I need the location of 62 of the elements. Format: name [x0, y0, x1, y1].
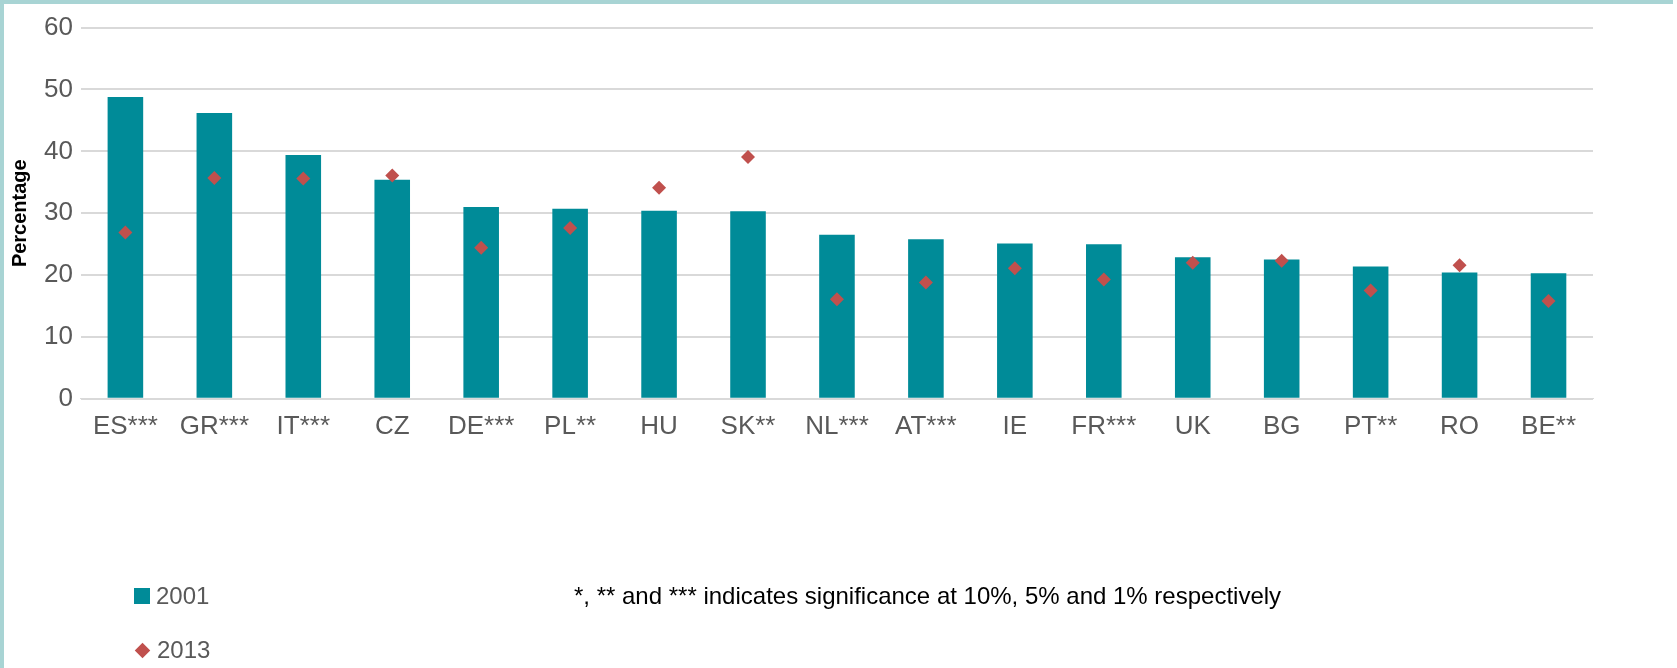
- x-tick-label: HU: [640, 409, 678, 440]
- bar: [1352, 266, 1389, 398]
- bar: [730, 211, 766, 398]
- point: [829, 292, 844, 307]
- y-tick-label: 60: [44, 10, 73, 41]
- x-tick-label: NL***: [805, 409, 869, 440]
- point: [1363, 283, 1378, 298]
- bar: [463, 207, 499, 398]
- x-tick-label: IT***: [276, 409, 331, 440]
- x-tick-label: PL**: [544, 409, 597, 440]
- y-tick-label: 0: [58, 381, 73, 412]
- x-tick-label: PT**: [1343, 409, 1398, 440]
- legend-label: 2001: [156, 582, 210, 610]
- legend-label: 2013: [157, 636, 211, 664]
- bar: [1530, 273, 1567, 398]
- point: [1096, 272, 1111, 287]
- bar: [374, 179, 411, 398]
- x-tick-label: BE**: [1521, 409, 1576, 440]
- bar: [908, 239, 944, 398]
- y-tick-label: 40: [44, 134, 73, 165]
- point: [385, 168, 400, 183]
- point: [296, 171, 311, 186]
- point: [1007, 261, 1022, 276]
- point: [207, 170, 222, 185]
- point: [118, 225, 133, 240]
- point: [1185, 255, 1200, 270]
- bar: [552, 208, 588, 398]
- point: [563, 221, 578, 236]
- x-tick-label: GR***: [179, 409, 250, 440]
- point: [1541, 294, 1556, 309]
- y-tick-label: 50: [44, 72, 73, 103]
- point: [741, 149, 756, 164]
- bar: [1441, 272, 1478, 398]
- bar: [997, 243, 1033, 398]
- point: [1452, 258, 1467, 273]
- bar: [1174, 257, 1211, 398]
- y-tick-label: 20: [44, 258, 73, 289]
- bar: [819, 234, 855, 398]
- bar: [1086, 244, 1122, 398]
- x-tick-label: DE***: [447, 409, 515, 440]
- point: [652, 180, 667, 195]
- x-tick-label: ES***: [92, 409, 158, 440]
- bar: [1263, 259, 1300, 398]
- bar: [107, 96, 144, 398]
- x-tick-label: AT***: [895, 409, 957, 440]
- y-tick-label: 30: [44, 196, 73, 227]
- x-tick-label: CZ: [374, 409, 410, 440]
- x-tick-label: UK: [1174, 409, 1212, 440]
- bar: [641, 210, 677, 398]
- x-tick-label: IE: [1002, 409, 1028, 440]
- point: [474, 240, 489, 255]
- x-tick-label: FR***: [1071, 409, 1137, 440]
- x-tick-label: BG: [1262, 409, 1301, 440]
- y-axis-title: Percentage: [7, 159, 30, 268]
- bar: [196, 112, 233, 398]
- point: [1274, 253, 1289, 268]
- text: *, ** and *** indicates significance at 10%, 5% and 1% respectively: [574, 582, 1282, 610]
- x-tick-label: RO: [1440, 409, 1480, 440]
- x-tick-label: SK**: [720, 409, 776, 440]
- y-tick-label: 10: [44, 320, 73, 351]
- point: [918, 275, 933, 290]
- bar: [285, 155, 322, 398]
